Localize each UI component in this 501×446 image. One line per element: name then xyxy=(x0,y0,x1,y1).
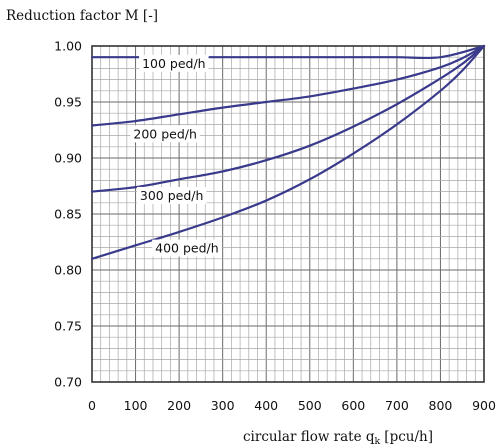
tick-labels: 0 100 200 300 400 500 600 700 800 900 0.70 0.75 0.80… xyxy=(54,39,496,414)
series-line-3 xyxy=(90,44,486,193)
x-tick-label: 700 xyxy=(385,398,409,413)
curve-label-3: 300 ped/h xyxy=(140,188,204,203)
curve-label-background xyxy=(139,54,209,72)
grid xyxy=(91,45,485,383)
x-tick-label: 200 xyxy=(167,398,191,413)
curve-label-4: 400 ped/h xyxy=(155,241,219,256)
series-layer xyxy=(90,44,486,260)
curve-label-background xyxy=(136,186,207,204)
x-tick-label: 800 xyxy=(429,398,453,413)
x-tick-label: 900 xyxy=(472,398,496,413)
curve-label-1: 100 ped/h xyxy=(142,56,206,71)
y-tick-label: 1.00 xyxy=(54,39,82,54)
x-tick-label: 400 xyxy=(254,398,278,413)
x-tick-label: 500 xyxy=(298,398,322,413)
y-tick-label: 0.85 xyxy=(54,207,82,222)
x-tick-label: 100 xyxy=(124,398,148,413)
plot-frame xyxy=(91,45,485,383)
series-line-2 xyxy=(90,44,486,127)
y-tick-label: 0.80 xyxy=(54,263,82,278)
y-tick-label: 0.95 xyxy=(54,95,82,110)
y-axis-label: Reduction factor M [-] xyxy=(6,8,158,24)
y-tick-label: 0.70 xyxy=(54,375,82,390)
x-axis-label-unit: [pcu/h] xyxy=(384,429,433,445)
x-tick-label: 300 xyxy=(211,398,235,413)
x-tick-label: 600 xyxy=(341,398,365,413)
y-tick-label: 0.75 xyxy=(54,319,82,334)
x-tick-label: 0 xyxy=(88,398,96,413)
x-axis-label: circular flow rate qk [pcu/h] xyxy=(243,429,433,446)
x-axis-label-subscript: k xyxy=(375,436,381,446)
x-axis-label-main: circular flow rate q xyxy=(243,429,375,445)
curve-label-background xyxy=(130,125,200,143)
curve-labels: 100 ped/h 200 ped/h 300 ped/h 400 ped/h xyxy=(130,54,222,257)
curve-label-2: 200 ped/h xyxy=(133,126,197,141)
curve-label-background xyxy=(152,239,222,257)
y-tick-label: 0.90 xyxy=(54,151,82,166)
series-line-4 xyxy=(90,44,486,260)
